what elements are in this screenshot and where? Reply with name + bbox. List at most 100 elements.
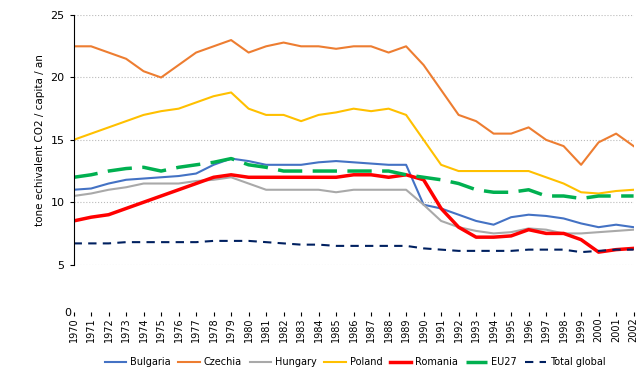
Poland <box>122 119 130 123</box>
Hungary <box>403 187 410 192</box>
Hungary <box>262 187 270 192</box>
Romania <box>437 206 445 211</box>
EU27 <box>508 190 515 195</box>
Hungary <box>122 185 130 189</box>
Bulgaria <box>490 222 497 227</box>
Poland <box>349 106 357 111</box>
EU27 <box>490 190 497 195</box>
EU27 <box>227 156 235 161</box>
Bulgaria <box>280 163 287 167</box>
Total global <box>140 240 147 245</box>
Czechia <box>490 132 497 136</box>
Czechia <box>577 163 585 167</box>
Poland <box>315 113 323 117</box>
Bulgaria <box>105 181 113 186</box>
Total global <box>437 247 445 252</box>
EU27 <box>315 169 323 174</box>
Czechia <box>472 119 480 123</box>
Bulgaria <box>297 163 305 167</box>
Poland <box>595 191 602 196</box>
Poland <box>70 138 77 142</box>
Romania <box>403 172 410 177</box>
Line: Poland: Poland <box>74 93 634 194</box>
Line: Romania: Romania <box>74 175 634 252</box>
Czechia <box>315 44 323 49</box>
Romania <box>630 246 637 251</box>
Bulgaria <box>437 206 445 211</box>
EU27 <box>472 187 480 192</box>
Poland <box>560 181 568 186</box>
Czechia <box>122 57 130 61</box>
Romania <box>490 235 497 239</box>
Czechia <box>244 50 252 55</box>
Czechia <box>420 63 428 67</box>
Total global <box>403 244 410 248</box>
Czechia <box>349 44 357 49</box>
Romania <box>472 235 480 239</box>
Hungary <box>472 229 480 233</box>
Romania <box>455 225 463 229</box>
Hungary <box>175 181 182 186</box>
Czechia <box>385 50 392 55</box>
Total global <box>455 249 463 253</box>
Hungary <box>105 187 113 192</box>
Hungary <box>192 179 200 183</box>
Hungary <box>70 194 77 198</box>
Bulgaria <box>210 163 218 167</box>
Czechia <box>105 50 113 55</box>
EU27 <box>244 163 252 167</box>
Bulgaria <box>403 163 410 167</box>
Romania <box>192 181 200 186</box>
EU27 <box>70 175 77 180</box>
EU27 <box>175 165 182 170</box>
Hungary <box>595 230 602 234</box>
Total global <box>175 240 182 245</box>
Bulgaria <box>192 171 200 176</box>
Poland <box>297 119 305 123</box>
Poland <box>525 169 532 174</box>
Romania <box>122 206 130 211</box>
Romania <box>542 231 550 236</box>
EU27 <box>297 169 305 174</box>
Poland <box>262 113 270 117</box>
Poland <box>227 90 235 95</box>
Total global <box>157 240 165 245</box>
Total global <box>367 244 375 248</box>
Bulgaria <box>175 174 182 178</box>
Legend: Bulgaria, Czechia, Hungary, Poland, Romania, EU27, Total global: Bulgaria, Czechia, Hungary, Poland, Roma… <box>101 353 609 371</box>
Romania <box>105 212 113 217</box>
Hungary <box>455 225 463 229</box>
Bulgaria <box>595 225 602 229</box>
Romania <box>349 172 357 177</box>
Total global <box>332 244 340 248</box>
Total global <box>385 244 392 248</box>
Total global <box>349 244 357 248</box>
Poland <box>455 169 463 174</box>
Romania <box>315 175 323 180</box>
Bulgaria <box>332 159 340 163</box>
Poland <box>332 110 340 115</box>
EU27 <box>437 178 445 182</box>
Czechia <box>227 38 235 42</box>
Czechia <box>210 44 218 49</box>
Total global <box>612 247 620 252</box>
Bulgaria <box>455 212 463 217</box>
Hungary <box>140 181 147 186</box>
Poland <box>367 109 375 113</box>
Romania <box>577 237 585 242</box>
Line: Bulgaria: Bulgaria <box>74 159 634 227</box>
Total global <box>630 247 637 252</box>
Romania <box>175 187 182 192</box>
Line: Czechia: Czechia <box>74 40 634 165</box>
Bulgaria <box>262 163 270 167</box>
Romania <box>227 172 235 177</box>
Romania <box>210 175 218 180</box>
EU27 <box>612 194 620 198</box>
Czechia <box>595 140 602 145</box>
Bulgaria <box>420 203 428 207</box>
Romania <box>367 172 375 177</box>
EU27 <box>403 172 410 177</box>
Hungary <box>280 187 287 192</box>
Czechia <box>560 144 568 148</box>
Czechia <box>175 63 182 67</box>
